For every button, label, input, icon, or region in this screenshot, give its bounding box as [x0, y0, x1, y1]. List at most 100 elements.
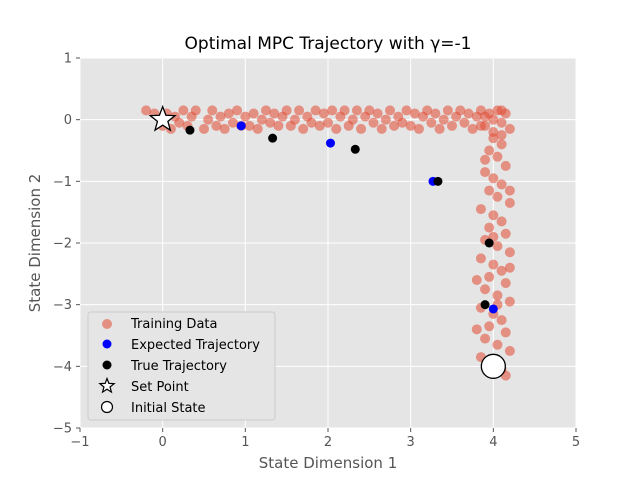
x-tick-label: 2	[324, 435, 332, 450]
training-data-point	[211, 120, 222, 131]
training-data-point	[248, 108, 259, 119]
training-data-point	[351, 105, 362, 116]
training-data-point	[227, 117, 238, 128]
special-markers	[148, 104, 506, 379]
training-data-point	[492, 151, 503, 162]
training-data-point	[500, 327, 511, 338]
training-data-point	[422, 105, 433, 116]
training-data-point	[442, 105, 453, 116]
training-data-point	[484, 222, 495, 233]
training-data-point	[323, 117, 333, 128]
training-data-point	[496, 315, 507, 326]
training-data-point	[496, 139, 507, 150]
y-tick-label: −5	[53, 422, 72, 437]
initial-state-circle	[480, 353, 506, 379]
training-data-point	[480, 111, 491, 122]
training-data-point	[219, 123, 230, 134]
training-data-point	[492, 290, 503, 301]
training-data-point	[480, 154, 491, 165]
training-data-point	[306, 117, 317, 128]
training-data-point	[199, 123, 209, 134]
training-data-point	[314, 120, 325, 131]
training-data-point	[504, 247, 515, 258]
training-data-point	[455, 105, 466, 116]
training-data-point	[475, 120, 486, 131]
expected-trajectory-point	[236, 121, 246, 131]
x-tick-label: −1	[70, 435, 89, 450]
x-tick-label: 0	[159, 435, 167, 450]
training-data-point	[504, 185, 515, 196]
legend-training-label: Training Data	[130, 317, 217, 332]
true-trajectory-point	[433, 176, 443, 186]
training-data-point	[484, 321, 495, 332]
training-data-point	[294, 105, 305, 116]
training-data-point	[215, 111, 226, 122]
legend-true-label: True Trajectory	[130, 359, 227, 374]
legend: Training Data Expected Trajectory True T…	[87, 311, 276, 421]
training-data-point	[426, 117, 437, 128]
training-data-point	[492, 241, 503, 252]
training-data-point	[496, 216, 507, 227]
true-trajectory-point	[185, 125, 195, 135]
training-data-point	[496, 130, 507, 141]
training-data-point	[368, 117, 379, 128]
y-tick-label: −1	[53, 175, 72, 190]
training-data-point	[504, 262, 515, 273]
x-tick-label: 3	[407, 435, 415, 450]
x-tick-label: 5	[572, 435, 580, 450]
training-data-point	[401, 105, 412, 116]
training-data-point	[327, 105, 338, 116]
training-data-point	[488, 259, 499, 270]
training-data-point	[244, 120, 255, 131]
legend-expected-marker	[102, 339, 112, 349]
training-data-point	[413, 123, 424, 134]
training-data-point	[492, 191, 503, 202]
training-data-point	[496, 105, 507, 116]
training-data-point	[252, 123, 263, 134]
x-axis-label: State Dimension 1	[259, 454, 398, 472]
training-data-point	[504, 197, 515, 208]
training-data-point	[232, 105, 243, 116]
y-tick-label: −4	[53, 360, 72, 375]
training-data-point	[141, 105, 152, 116]
training-data-point	[347, 114, 358, 125]
training-data-point	[438, 114, 449, 125]
training-data-point	[484, 271, 495, 282]
true-trajectory-point	[268, 133, 278, 143]
training-data-point	[240, 111, 251, 122]
training-data-point	[372, 108, 383, 119]
training-data-point	[496, 265, 507, 276]
legend-setpoint-label: Set Point	[131, 380, 189, 395]
training-data-point	[178, 105, 189, 116]
training-data-point	[484, 145, 495, 156]
training-data-point	[339, 105, 350, 116]
training-data-point	[488, 210, 499, 221]
y-tick-label: −2	[53, 237, 72, 252]
training-data-point	[265, 117, 276, 128]
training-data-point	[376, 123, 387, 134]
training-data-point	[480, 284, 491, 295]
training-data-point	[430, 108, 441, 119]
training-data-point	[480, 333, 491, 344]
y-axis-label: State Dimension 2	[26, 174, 44, 313]
training-data-point	[500, 278, 511, 289]
training-data-point	[504, 296, 515, 307]
training-data-point	[223, 108, 234, 119]
training-data-point	[488, 114, 499, 125]
legend-initial-state-label: Initial State	[131, 401, 206, 416]
training-data-point	[475, 204, 486, 215]
expected-trajectory-point	[325, 138, 335, 148]
training-data-point	[488, 173, 499, 184]
training-data-point	[397, 117, 408, 128]
training-data-point	[463, 108, 474, 119]
true-trajectory-point	[480, 300, 490, 310]
training-data-point	[203, 114, 214, 125]
training-data-point	[504, 123, 515, 134]
training-data-point	[467, 123, 478, 134]
training-data-point	[434, 123, 445, 134]
training-data-point	[289, 114, 300, 125]
training-data-point	[331, 123, 342, 134]
training-data-point	[504, 345, 515, 356]
training-data-series	[141, 105, 515, 381]
